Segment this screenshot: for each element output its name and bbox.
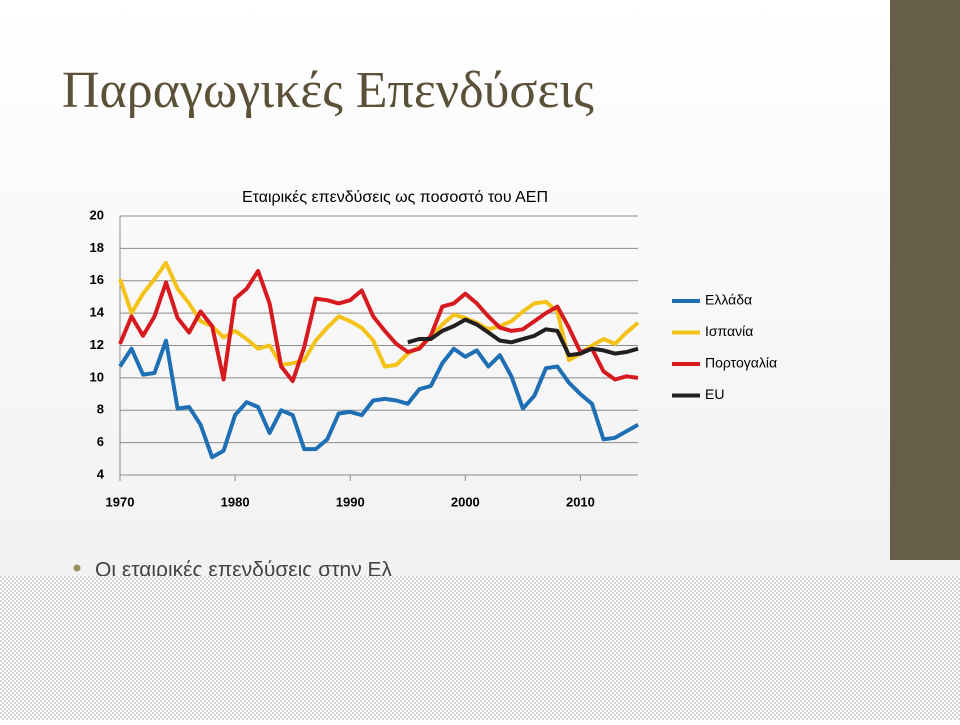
y-tick-label: 20 [90, 207, 104, 222]
side-bar [890, 0, 960, 560]
bullet-text: Οι εταιρικές επενδύσεις στην Ελ [95, 559, 393, 582]
legend-label: EU [705, 386, 724, 402]
chart-title: Εταιρικές επενδύσεις ως ποσοστό του ΑΕΠ [242, 189, 548, 206]
y-tick-label: 8 [97, 402, 104, 417]
y-tick-label: 16 [90, 272, 104, 287]
x-tick-label: 1980 [221, 494, 250, 509]
bullet-dot [73, 564, 81, 572]
legend-label: Πορτογαλία [705, 355, 777, 371]
y-tick-label: 18 [90, 240, 104, 255]
x-tick-label: 1990 [336, 494, 365, 509]
series-line [118, 338, 639, 460]
chart: Εταιρικές επενδύσεις ως ποσοστό του ΑΕΠ 4… [90, 189, 778, 509]
y-tick-label: 12 [90, 337, 104, 352]
y-tick-label: 14 [90, 305, 105, 320]
series-line [118, 269, 639, 384]
y-tick-label: 10 [90, 369, 104, 384]
series-line [407, 317, 639, 358]
legend-label: Ελλάδα [705, 292, 752, 308]
y-tick-label: 4 [97, 466, 105, 481]
x-tick-label: 2010 [566, 494, 595, 509]
series-line [118, 260, 640, 369]
x-tick-label: 2000 [451, 494, 480, 509]
slide-title: Παραγωγικές Επενδύσεις [62, 62, 594, 119]
x-tick-label: 1970 [106, 494, 135, 509]
legend-label: Ισπανία [705, 323, 753, 339]
y-tick-label: 6 [97, 434, 104, 449]
dotted-band [0, 576, 960, 720]
